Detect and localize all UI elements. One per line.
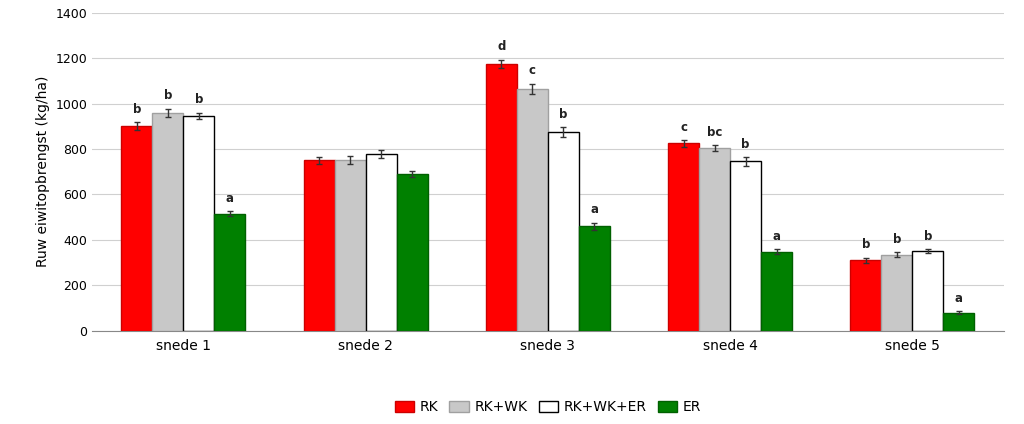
Text: b: b bbox=[862, 238, 870, 251]
Text: d: d bbox=[498, 40, 506, 53]
Bar bbox=[699, 148, 730, 331]
Bar bbox=[396, 174, 428, 331]
Text: b: b bbox=[893, 233, 901, 246]
Bar bbox=[761, 252, 793, 331]
Bar bbox=[943, 312, 975, 331]
Text: b: b bbox=[133, 103, 141, 116]
Bar bbox=[153, 113, 183, 331]
Bar bbox=[303, 160, 335, 331]
Bar bbox=[548, 132, 579, 331]
Text: b: b bbox=[164, 89, 172, 102]
Bar bbox=[214, 214, 246, 331]
Bar bbox=[335, 160, 366, 331]
Bar bbox=[579, 226, 610, 331]
Y-axis label: Ruw eiwitopbrengst (kg/ha): Ruw eiwitopbrengst (kg/ha) bbox=[36, 76, 50, 268]
Text: b: b bbox=[924, 229, 932, 243]
Text: b: b bbox=[195, 93, 203, 106]
Text: c: c bbox=[680, 120, 687, 134]
Legend: RK, RK+WK, RK+WK+ER, ER: RK, RK+WK, RK+WK+ER, ER bbox=[389, 395, 707, 420]
Bar bbox=[517, 89, 548, 331]
Text: b: b bbox=[741, 138, 750, 151]
Text: bc: bc bbox=[707, 126, 722, 139]
Bar bbox=[912, 251, 943, 331]
Text: a: a bbox=[772, 229, 780, 243]
Bar bbox=[121, 126, 153, 331]
Bar bbox=[668, 143, 699, 331]
Bar bbox=[366, 154, 396, 331]
Bar bbox=[183, 116, 214, 331]
Text: b: b bbox=[559, 108, 567, 121]
Text: a: a bbox=[225, 192, 233, 205]
Text: c: c bbox=[528, 64, 536, 78]
Text: a: a bbox=[954, 292, 963, 305]
Bar bbox=[730, 162, 761, 331]
Text: a: a bbox=[590, 204, 598, 217]
Bar bbox=[850, 260, 882, 331]
Bar bbox=[882, 255, 912, 331]
Bar bbox=[485, 64, 517, 331]
